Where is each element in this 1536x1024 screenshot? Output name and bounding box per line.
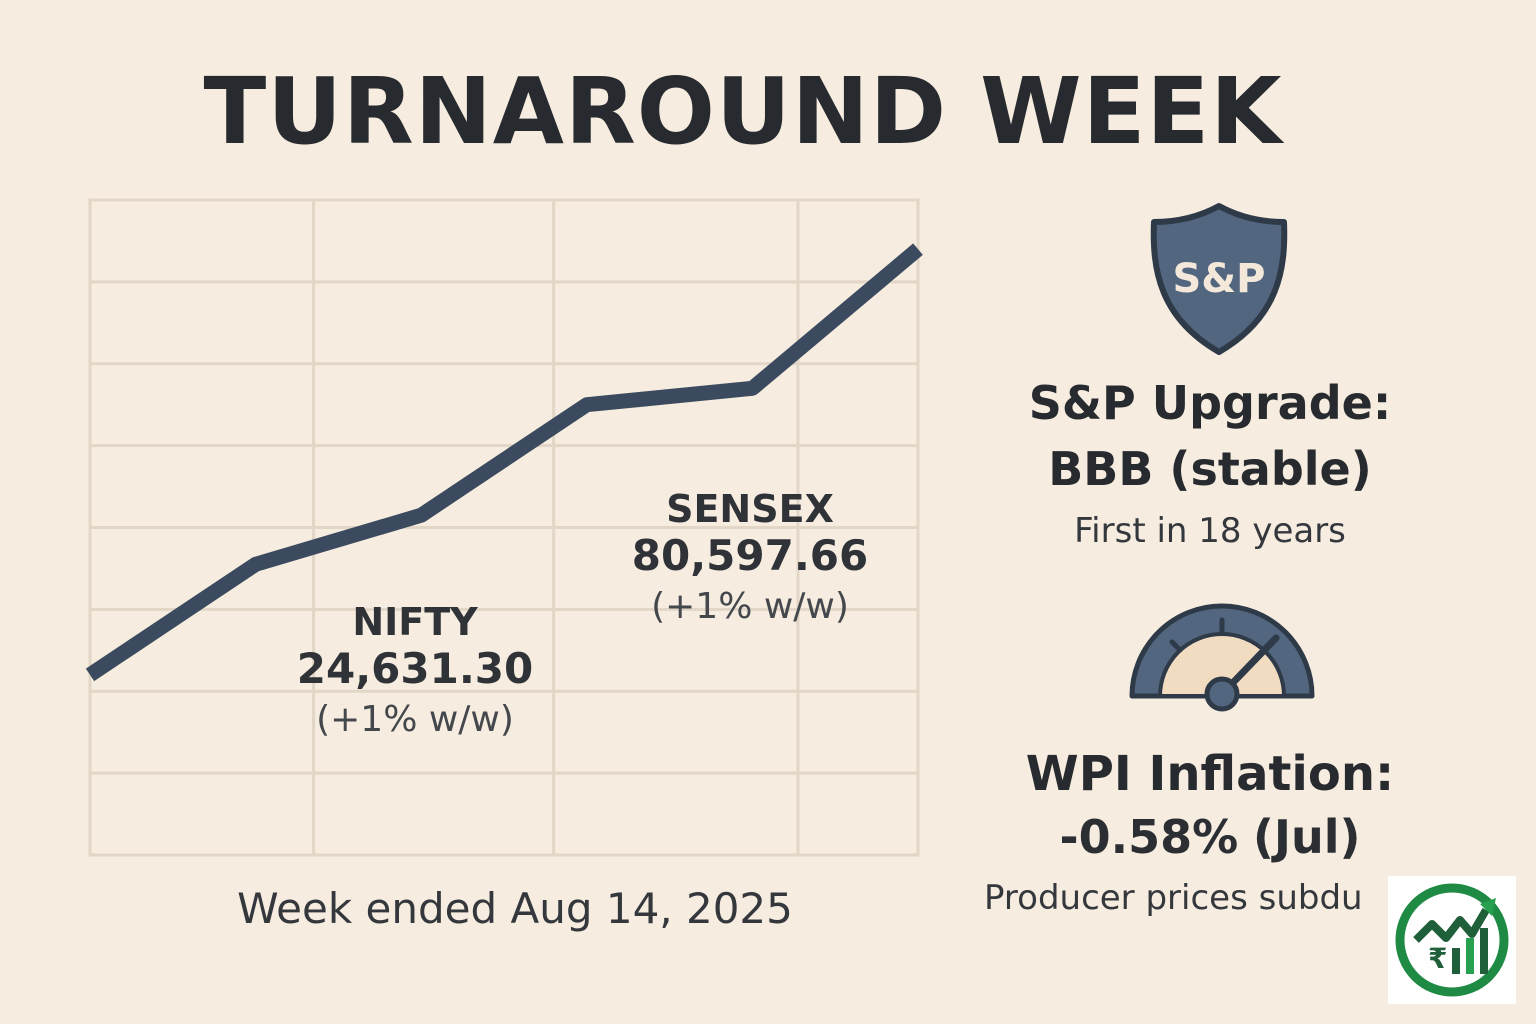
sp-note: First in 18 years [1074, 511, 1346, 551]
nifty-annotation: NIFTY 24,631.30 (+1% w/w) [280, 600, 550, 740]
shield-badge-text: S&P [1172, 256, 1265, 302]
sensex-label: SENSEX [666, 487, 834, 531]
wpi-heading: WPI Inflation: [1025, 746, 1395, 802]
wpi-value-line: -0.58% (Jul) [985, 810, 1435, 864]
brand-logo: ₹ [1388, 876, 1516, 1004]
svg-text:₹: ₹ [1428, 942, 1447, 975]
shield-icon: S&P [1150, 203, 1288, 355]
wpi-value: -0.58% [1059, 810, 1239, 864]
chart-caption: Week ended Aug 14, 2025 [237, 884, 793, 933]
wpi-period: (Jul) [1252, 810, 1361, 864]
rupee-growth-logo: ₹ [1395, 883, 1509, 997]
series-line-0 [85, 243, 923, 682]
sensex-value: 80,597.66 [631, 531, 869, 580]
nifty-value: 24,631.30 [296, 644, 534, 693]
sp-heading: S&P Upgrade: [1028, 376, 1392, 430]
gauge-icon [1129, 603, 1315, 712]
sensex-annotation: SENSEX 80,597.66 (+1% w/w) [605, 487, 895, 627]
page-title: TURNAROUND WEEK [203, 58, 1283, 165]
nifty-change: (+1% w/w) [316, 699, 514, 740]
wpi-note: Producer prices subdu [984, 878, 1363, 918]
sp-rating: BBB (stable) [1048, 442, 1372, 496]
nifty-label: NIFTY [352, 600, 478, 644]
sensex-change: (+1% w/w) [651, 586, 849, 627]
chart-series [85, 243, 923, 682]
